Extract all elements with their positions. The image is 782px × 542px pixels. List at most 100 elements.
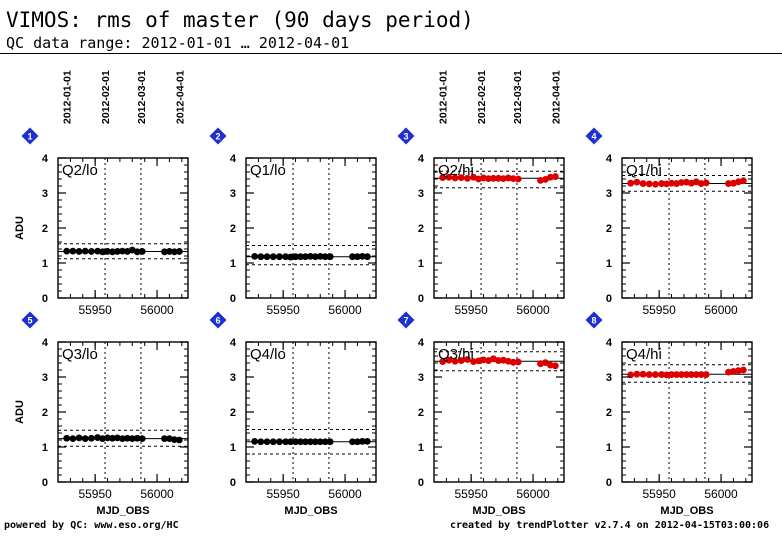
data-point	[311, 253, 319, 261]
panel-number-badge	[585, 127, 603, 145]
data-point	[292, 438, 299, 446]
panel-label: Q2/lo	[62, 162, 98, 179]
y-tick-label: 2	[42, 407, 48, 419]
data-point	[439, 358, 447, 365]
page-subtitle: QC data range: 2012-01-01 … 2012-04-01	[6, 34, 350, 52]
data-point	[297, 253, 304, 261]
data-point	[645, 371, 653, 378]
date-tick-label: 2012-03-01	[136, 70, 148, 124]
data-point	[480, 174, 487, 182]
data-point	[663, 371, 670, 379]
y-tick-label: 0	[418, 477, 424, 489]
x-tick-label: 55950	[642, 487, 676, 501]
data-point	[63, 434, 71, 442]
x-axis-label: MJD_OBS	[284, 505, 337, 517]
data-point	[551, 173, 559, 180]
y-tick-label: 0	[42, 293, 48, 305]
x-tick-label: 55950	[454, 487, 488, 501]
x-tick-label: 56000	[140, 487, 174, 501]
data-point	[687, 371, 695, 378]
data-point	[354, 253, 361, 261]
panel-number-label: 6	[215, 316, 220, 326]
data-point	[652, 180, 659, 188]
data-point	[257, 438, 265, 446]
y-tick-label: 3	[230, 372, 236, 384]
y-tick-label: 1	[418, 258, 424, 270]
data-point	[645, 180, 653, 188]
panel-number-badge	[397, 311, 415, 329]
plot-frame	[245, 157, 377, 299]
x-tick-label: 55950	[78, 487, 112, 501]
data-point	[509, 175, 517, 183]
date-tick-label: 2012-02-01	[100, 70, 112, 124]
data-point	[668, 371, 675, 378]
data-point	[639, 180, 647, 187]
data-point	[161, 435, 168, 442]
data-point	[326, 253, 334, 261]
x-tick-label: 55950	[642, 303, 676, 317]
panel-label: Q2/hi	[438, 162, 474, 179]
y-tick-label: 1	[418, 442, 424, 454]
data-point	[170, 248, 178, 256]
chart-panel-7: 0 1 2 3 4 55950 56000 Q3/hi MJD_OBS 7	[397, 311, 565, 517]
plot-frame	[245, 341, 377, 483]
date-tick-label: 2012-01-01	[438, 70, 450, 124]
data-point	[311, 438, 319, 446]
plot-frame	[57, 157, 189, 299]
panel-label: Q1/hi	[626, 162, 662, 179]
data-point	[326, 438, 334, 446]
header-divider	[0, 53, 782, 54]
data-point	[464, 356, 471, 363]
data-point	[276, 438, 283, 446]
panel-label: Q4/lo	[250, 346, 286, 363]
data-point	[133, 434, 141, 442]
y-tick-label: 3	[230, 188, 236, 200]
panel-number-badge	[397, 127, 415, 145]
x-tick-label: 55950	[266, 487, 300, 501]
data-point	[668, 179, 675, 187]
data-point	[485, 175, 492, 183]
data-point	[658, 180, 666, 187]
data-point	[282, 253, 290, 261]
y-tick-label: 4	[418, 153, 425, 165]
data-point	[682, 371, 690, 378]
data-point	[490, 174, 497, 182]
data-point	[282, 438, 290, 446]
data-point	[678, 179, 685, 186]
chart-panel-4: 0 1 2 3 4 55950 56000 Q1/hi 4	[585, 127, 753, 317]
data-point	[276, 253, 283, 261]
data-point	[109, 248, 116, 256]
y-tick-label: 3	[418, 372, 424, 384]
data-point	[702, 179, 710, 187]
data-point	[546, 361, 554, 369]
data-point	[63, 247, 71, 255]
panel-number-badge	[209, 311, 227, 329]
data-point	[99, 435, 106, 442]
x-tick-label: 55950	[78, 303, 112, 317]
data-point	[627, 179, 635, 187]
data-point	[734, 367, 742, 375]
data-point	[470, 358, 478, 365]
data-point	[297, 438, 304, 446]
data-point	[170, 436, 178, 444]
data-point	[697, 371, 705, 378]
data-point	[457, 357, 465, 364]
y-tick-label: 3	[606, 188, 612, 200]
data-point	[514, 175, 522, 183]
data-point	[104, 434, 111, 442]
panel-label: Q3/hi	[438, 346, 474, 363]
chart-panel-5: 0 1 2 3 4 55950 56000 Q3/lo ADU MJD_OBS 5	[14, 311, 189, 517]
data-point	[269, 253, 277, 261]
data-point	[99, 248, 106, 256]
data-point	[161, 248, 168, 256]
y-axis-label: ADU	[14, 400, 26, 424]
data-point	[504, 174, 512, 182]
x-axis-label: MJD_OBS	[472, 505, 525, 517]
data-point	[514, 358, 522, 366]
y-tick-label: 0	[230, 293, 236, 305]
data-point	[175, 436, 183, 444]
data-point	[702, 371, 710, 378]
data-point	[358, 252, 366, 260]
x-tick-label: 56000	[704, 487, 738, 501]
